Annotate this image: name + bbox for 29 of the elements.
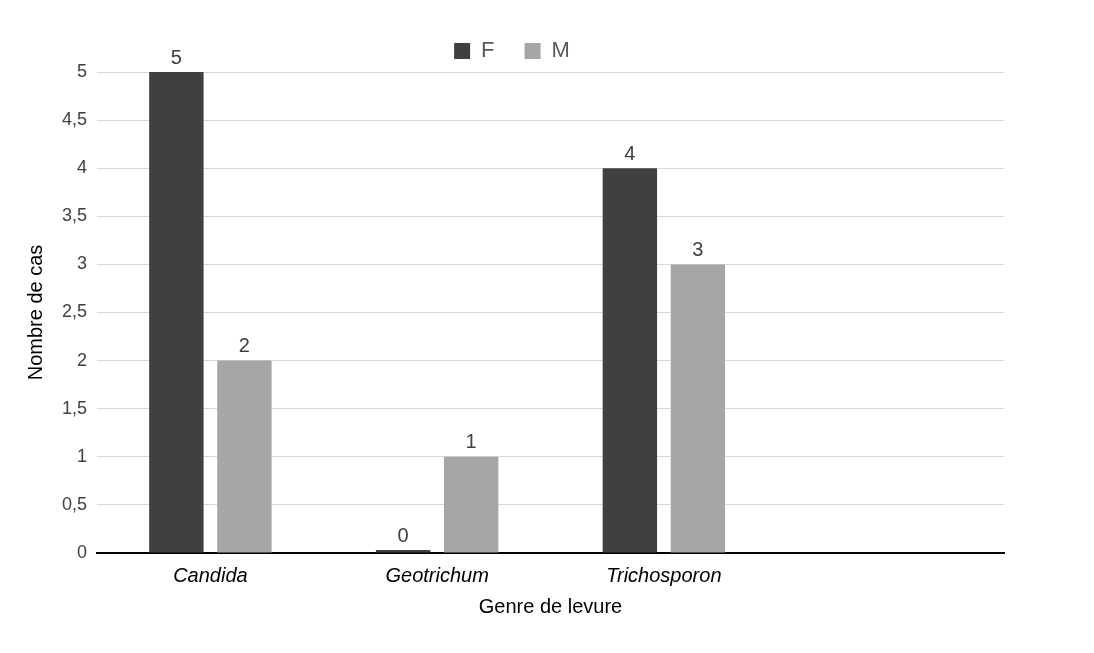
legend-label: M [551, 37, 570, 63]
y-tick-label: 5 [77, 60, 88, 81]
y-tick-label: 1 [77, 445, 88, 466]
data-label: 3 [692, 237, 704, 260]
y-tick-label: 3,5 [61, 205, 88, 226]
y-tick-label: 0,5 [61, 493, 88, 514]
x-tick-label: Candida [173, 563, 248, 586]
bar [443, 456, 499, 553]
y-tick-label: 4 [77, 157, 88, 178]
y-tick-label: 4,5 [61, 109, 88, 130]
bar [217, 360, 272, 553]
y-tick-label: 3 [77, 253, 88, 274]
x-axis-title: Genre de levure [478, 594, 623, 617]
y-tick-label: 0 [77, 541, 88, 562]
data-label: 5 [170, 45, 182, 68]
y-tick-label: 1,5 [61, 397, 88, 418]
y-tick-label: 2,5 [61, 301, 88, 322]
data-label: 2 [238, 334, 250, 357]
bar [670, 264, 726, 553]
x-tick-label: Trichosporon [606, 563, 722, 586]
bar [149, 72, 204, 553]
x-tick-label: Geotrichum [385, 563, 489, 586]
data-label: 4 [624, 141, 636, 164]
bar [602, 168, 658, 553]
data-label: 1 [465, 430, 477, 453]
data-label: 0 [397, 523, 409, 546]
y-axis-title: Nombre de cas [23, 244, 46, 381]
legend-label: F [481, 37, 495, 63]
y-tick-label: 2 [77, 349, 88, 370]
